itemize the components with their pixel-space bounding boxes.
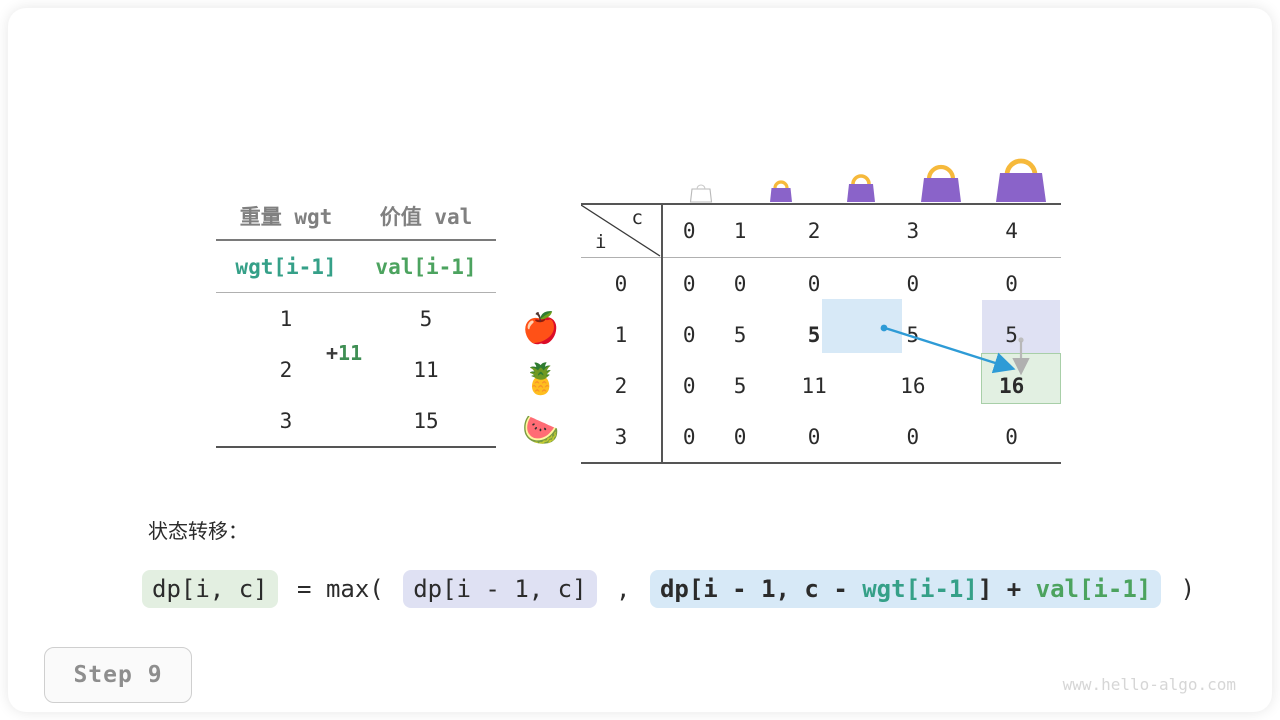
dp-table-wrapper: c i 0 1 2 3 4 0 0 0 0 0 0 1 0 5 bbox=[581, 203, 1061, 464]
item-wgt-3: 3 bbox=[216, 395, 356, 448]
dp-cell-0-3: 0 bbox=[906, 271, 920, 296]
formula-chip-take: dp[i - 1, c - wgt[i-1]] + val[i-1] bbox=[649, 570, 1162, 608]
formula-chip-skip: dp[i - 1, c] bbox=[403, 570, 597, 608]
dp-col-header-2: 2 bbox=[764, 203, 864, 258]
item-table-subheader-row: wgt[i-1] val[i-1] bbox=[216, 240, 496, 293]
gain-value: 11 bbox=[338, 341, 363, 365]
item-wgt-2: 2 bbox=[279, 357, 293, 382]
dp-cell-2-3: 16 bbox=[900, 373, 926, 398]
bag-icon-capacity-4 bbox=[981, 133, 1061, 203]
dp-cell-2-1: 5 bbox=[733, 373, 747, 398]
formula-take-mid: ] + bbox=[977, 575, 1036, 603]
item-val-1: 5 bbox=[419, 306, 433, 331]
dp-cell-3-1: 0 bbox=[715, 411, 765, 464]
item-table-header-row: 重量 wgt 价值 val bbox=[216, 193, 496, 241]
formula-take-prefix: dp[i - 1, c - bbox=[659, 575, 863, 603]
bag-icon-capacity-1 bbox=[741, 133, 821, 203]
item-table-subheader-val: val[i-1] bbox=[356, 240, 496, 293]
dp-col-header-0: 0 bbox=[662, 203, 716, 258]
fruit-icon-column: 🍎 🍍 🍉 bbox=[513, 303, 569, 456]
dp-col-header-3: 3 bbox=[863, 203, 963, 258]
dp-col-header-4: 4 bbox=[962, 203, 1061, 258]
dp-cell-1-0: 0 bbox=[682, 322, 696, 347]
formula-close-paren: ) bbox=[1166, 575, 1196, 603]
dp-cell-3-0: 0 bbox=[662, 411, 716, 464]
table-row: 3 0 0 0 0 0 bbox=[581, 411, 1061, 464]
dp-row-header-1: 1 bbox=[581, 309, 663, 360]
table-row: 2 11 bbox=[216, 344, 496, 395]
formula-chip-current: dp[i, c] bbox=[142, 570, 278, 608]
item-table-subheader-wgt: wgt[i-1] bbox=[216, 240, 356, 293]
table-row: 2 0 5 11 16 16 bbox=[581, 360, 1061, 411]
bag-capacity-icon-row bbox=[661, 133, 1061, 203]
dp-row-header-2: 2 bbox=[581, 360, 663, 411]
gain-annotation: +11 bbox=[326, 341, 362, 365]
dp-cell-3-2: 0 bbox=[764, 411, 864, 464]
dp-corner-label-c: c bbox=[631, 207, 643, 229]
dp-corner-cell: c i bbox=[581, 203, 663, 258]
item-table: 重量 wgt 价值 val wgt[i-1] val[i-1] 1 5 2 11… bbox=[216, 193, 496, 448]
dp-cell-2-2: 11 bbox=[801, 373, 827, 398]
apple-emoji: 🍎 bbox=[522, 311, 560, 346]
table-row: 0 0 0 0 0 0 bbox=[581, 257, 1061, 309]
item-table-header-val: 价值 val bbox=[356, 193, 496, 241]
pineapple-emoji: 🍍 bbox=[522, 362, 560, 397]
item-table-header-wgt: 重量 wgt bbox=[216, 193, 356, 241]
dp-header-row: c i 0 1 2 3 4 bbox=[581, 203, 1061, 258]
dp-cell-2-0: 0 bbox=[682, 373, 696, 398]
dp-row-header-3: 3 bbox=[581, 411, 663, 464]
gain-prefix: + bbox=[326, 341, 339, 365]
bag-icon-capacity-0 bbox=[661, 133, 741, 203]
bag-icon-capacity-2 bbox=[821, 133, 901, 203]
dp-cell-0-4: 0 bbox=[1005, 271, 1018, 296]
slide-canvas: 重量 wgt 价值 val wgt[i-1] val[i-1] 1 5 2 11… bbox=[8, 8, 1272, 712]
item-val-2: 11 bbox=[413, 357, 439, 382]
dp-cell-1-2: 5 bbox=[807, 322, 821, 347]
state-transition-formula: dp[i, c] = max( dp[i - 1, c] , dp[i - 1,… bbox=[142, 566, 1200, 612]
dp-row-header-0: 0 bbox=[581, 257, 663, 309]
dp-cell-3-3: 0 bbox=[863, 411, 963, 464]
formula-token-wgt: wgt[i-1] bbox=[862, 575, 978, 603]
item-wgt-1: 1 bbox=[279, 306, 293, 331]
table-row: 1 5 bbox=[216, 293, 496, 345]
watermelon-emoji: 🍉 bbox=[522, 413, 560, 448]
dp-corner-label-i: i bbox=[595, 231, 607, 253]
step-badge: Step 9 bbox=[44, 647, 192, 703]
table-row: 3 15 bbox=[216, 395, 496, 448]
table-row: 1 0 5 5 5 5 bbox=[581, 309, 1061, 360]
formula-op-max: = max( bbox=[282, 575, 399, 603]
dp-cell-0-1: 0 bbox=[733, 271, 747, 296]
item-val-3: 15 bbox=[356, 395, 496, 448]
state-transition-label: 状态转移： bbox=[148, 519, 248, 543]
dp-cell-3-4: 0 bbox=[962, 411, 1061, 464]
dp-cell-0-2: 0 bbox=[807, 271, 821, 296]
formula-comma: , bbox=[601, 575, 645, 603]
dp-cell-1-3: 5 bbox=[906, 322, 920, 347]
dp-cell-1-4: 5 bbox=[1005, 322, 1018, 347]
bag-icon-capacity-3 bbox=[901, 133, 981, 203]
dp-col-header-1: 1 bbox=[715, 203, 765, 258]
formula-token-val: val[i-1] bbox=[1035, 575, 1152, 603]
dp-cell-2-4: 16 bbox=[998, 373, 1025, 398]
dp-table: c i 0 1 2 3 4 0 0 0 0 0 0 1 0 5 bbox=[581, 203, 1061, 464]
dp-cell-0-0: 0 bbox=[682, 271, 696, 296]
watermark: www.hello-algo.com bbox=[1062, 675, 1236, 694]
dp-cell-1-1: 5 bbox=[733, 322, 747, 347]
